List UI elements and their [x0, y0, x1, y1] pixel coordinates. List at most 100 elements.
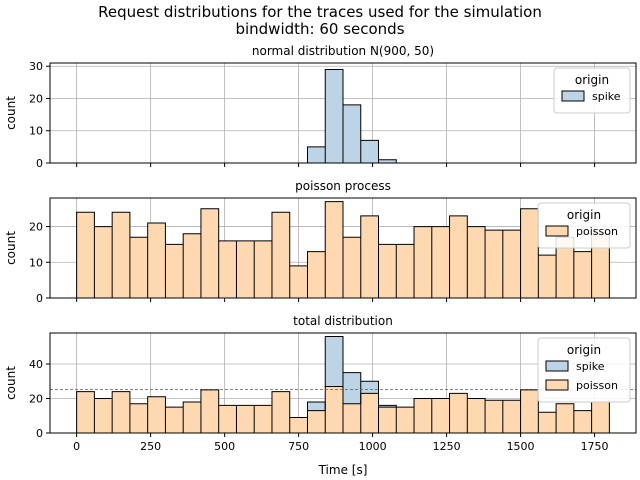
bar-poisson — [236, 240, 255, 298]
y-axis-label: count — [4, 96, 18, 130]
panels: 0 10 20 30 normal distribution N(900, 50) cou… — [4, 44, 637, 477]
bar-poisson — [502, 230, 521, 298]
outline-spike — [306, 68, 397, 163]
bar-poisson — [502, 400, 521, 433]
bar-poisson — [556, 403, 574, 433]
y-tick-label: 0 — [36, 157, 43, 170]
y-tick-label: 10 — [29, 125, 43, 138]
bar-poisson — [76, 212, 95, 298]
bar-poisson — [254, 405, 272, 433]
bar-poisson — [573, 251, 592, 298]
bar-spike — [307, 146, 326, 163]
bar-poisson — [183, 401, 201, 433]
x-tick-label: 250 — [140, 440, 161, 453]
x-axis-label: Time [s] — [318, 463, 368, 477]
bar-poisson — [200, 389, 219, 433]
bar-poisson — [431, 398, 450, 433]
outline-poisson — [76, 201, 610, 298]
bar-poisson — [449, 215, 468, 298]
bar-spike — [378, 159, 397, 163]
panel-title: total distribution — [293, 314, 393, 328]
bar-spike — [307, 401, 326, 411]
bar-poisson — [94, 398, 113, 433]
legend-title: origin — [575, 73, 609, 87]
bar-poisson — [360, 393, 379, 433]
legend-box — [553, 67, 631, 114]
y-tick-label: 20 — [29, 92, 43, 105]
bar-poisson — [76, 391, 95, 433]
legend-swatch-poisson — [545, 379, 569, 391]
bar-spike — [360, 381, 379, 394]
bar-poisson — [218, 240, 237, 298]
y-tick-label: 30 — [29, 60, 43, 73]
x-tick-label: 1750 — [581, 440, 609, 453]
legend-label-poisson: poisson — [576, 225, 618, 238]
bar-spike — [325, 69, 343, 163]
y-tick-label: 40 — [29, 358, 43, 371]
bar-poisson — [538, 412, 557, 433]
panel-2: 0 10 20 poisson process count origin poisson — [4, 179, 637, 305]
bar-poisson — [414, 226, 432, 298]
bar-poisson — [94, 226, 113, 298]
bar-spike — [378, 405, 397, 408]
bar-poisson — [271, 212, 290, 298]
bar-poisson — [129, 237, 148, 298]
legend-swatch-spike — [561, 90, 585, 102]
bar-poisson — [343, 237, 361, 298]
figure-title-line2: bindwidth: 60 seconds — [235, 20, 404, 38]
bar-poisson — [378, 244, 397, 298]
bar-poisson — [289, 417, 308, 433]
x-tick-label: 1500 — [507, 440, 535, 453]
y-tick-label: 20 — [29, 393, 43, 406]
outline-spike — [306, 335, 397, 411]
bar-poisson — [449, 393, 468, 433]
bar-spike — [343, 104, 361, 163]
bar-poisson — [112, 391, 130, 433]
legend-title: origin — [567, 343, 601, 357]
bar-poisson — [218, 405, 237, 433]
legend: origin poisson — [537, 202, 631, 249]
x-tick-label: 1250 — [433, 440, 461, 453]
bar-poisson — [591, 233, 610, 298]
bar-poisson — [378, 407, 397, 433]
x-tick-label: 0 — [73, 440, 80, 453]
y-tick-label: 20 — [29, 221, 43, 234]
legend-label-poisson: poisson — [576, 379, 618, 392]
bar-spike — [343, 372, 361, 404]
bar-poisson — [325, 386, 343, 433]
legend: origin spike — [553, 67, 631, 114]
y-axis-label: count — [4, 231, 18, 265]
bar-poisson — [271, 391, 290, 433]
x-tick-label: 750 — [288, 440, 309, 453]
bar-poisson — [396, 244, 415, 298]
legend-swatch-spike — [545, 360, 569, 372]
bar-poisson — [591, 401, 610, 433]
bar-spike — [360, 140, 379, 163]
bar-poisson — [360, 215, 379, 298]
bar-spike — [325, 336, 343, 387]
axes-frame — [49, 332, 637, 434]
panel-title: normal distribution N(900, 50) — [252, 44, 434, 58]
bar-poisson — [254, 240, 272, 298]
y-tick-label: 10 — [29, 256, 43, 269]
bar-poisson — [414, 398, 432, 433]
bar-poisson — [236, 405, 255, 433]
legend-swatch-poisson — [545, 225, 569, 237]
bar-poisson — [520, 208, 539, 298]
legend-label-spike: spike — [576, 360, 605, 373]
bar-poisson — [307, 410, 326, 433]
panel-title: poisson process — [295, 179, 391, 193]
legend-label-spike: spike — [592, 90, 621, 103]
bar-poisson — [467, 226, 486, 298]
bar-poisson — [485, 230, 503, 298]
bar-poisson — [520, 389, 539, 433]
bar-poisson — [325, 201, 343, 298]
bar-poisson — [343, 403, 361, 433]
y-tick-label: 0 — [36, 292, 43, 305]
bar-poisson — [467, 398, 486, 433]
legend: origin spike poisson — [537, 337, 631, 403]
bar-poisson — [485, 400, 503, 433]
legend-title: origin — [567, 208, 601, 222]
y-tick-label: 0 — [36, 427, 43, 440]
bar-poisson — [165, 407, 184, 433]
